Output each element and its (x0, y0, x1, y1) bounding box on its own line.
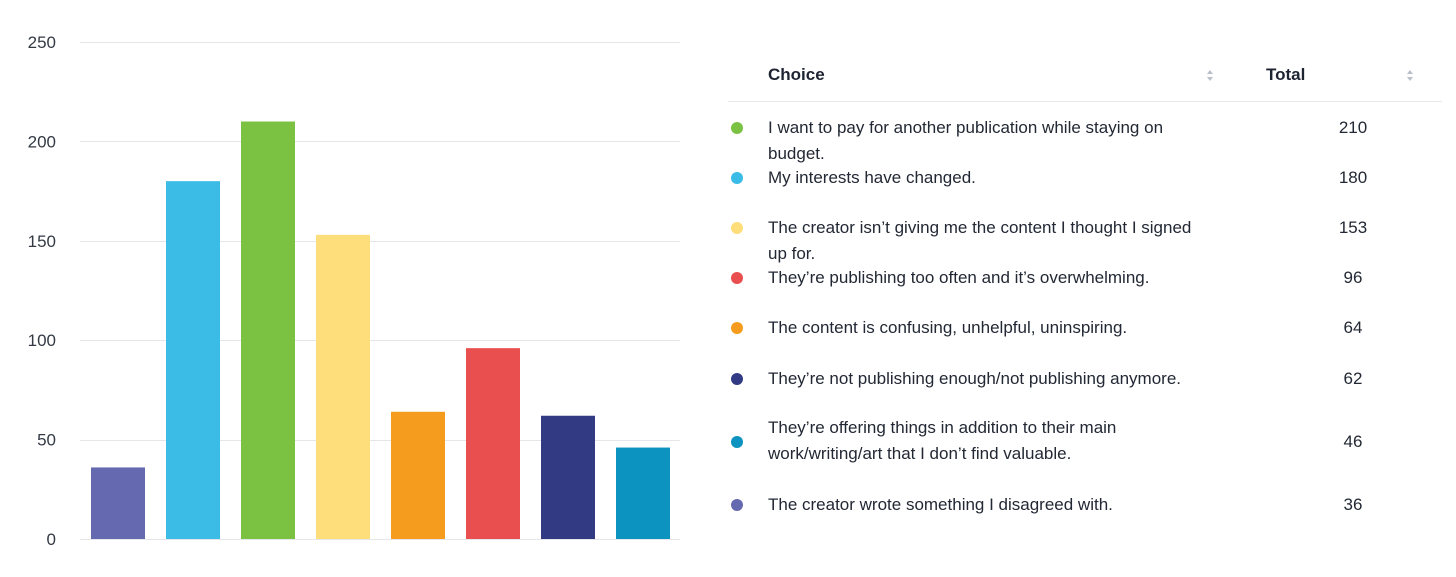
choice-text: My interests have changed. (768, 168, 976, 187)
table-row: The creator wrote something I disagreed … (728, 479, 1442, 529)
legend-dot (731, 373, 743, 385)
table-body: I want to pay for another publication wh… (728, 102, 1442, 529)
total-value: 153 (1338, 218, 1368, 237)
results-table: Choice Total I want to pay for another p… (728, 50, 1442, 529)
table-row: I want to pay for another publication wh… (728, 102, 1442, 163)
bar[interactable] (241, 121, 295, 540)
choice-text: They’re publishing too often and it’s ov… (768, 268, 1150, 287)
bar[interactable] (91, 467, 145, 539)
y-tick-label: 0 (47, 530, 56, 549)
total-value: 46 (1343, 432, 1363, 451)
bar[interactable] (466, 348, 520, 539)
legend-dot (731, 272, 743, 284)
bar[interactable] (316, 234, 370, 539)
bars (91, 121, 670, 540)
table-row: The content is confusing, unhelpful, uni… (728, 302, 1442, 352)
bar[interactable] (616, 447, 670, 539)
choice-text: The content is confusing, unhelpful, uni… (768, 318, 1128, 337)
legend-dot (731, 122, 743, 134)
y-tick-label: 250 (28, 33, 56, 52)
choice-text: The creator wrote something I disagreed … (768, 495, 1113, 514)
legend-dot (731, 322, 743, 334)
y-tick-label: 200 (28, 132, 56, 151)
bar-chart: 0 50 100 150 200 250 (28, 33, 680, 549)
legend-dot (731, 499, 743, 511)
sort-icon[interactable] (1407, 68, 1415, 84)
y-tick-label: 150 (28, 232, 56, 251)
choice-text: I want to pay for another publication wh… (768, 118, 1164, 163)
column-header-choice[interactable]: Choice (768, 65, 825, 84)
bar[interactable] (166, 181, 220, 539)
column-header-total[interactable]: Total (1266, 65, 1306, 84)
bar[interactable] (391, 411, 445, 539)
total-value: 96 (1343, 268, 1363, 287)
y-tick-label: 100 (28, 331, 56, 350)
table-row: They’re not publishing enough/not publis… (728, 352, 1442, 403)
choice-text: They’re not publishing enough/not publis… (768, 369, 1181, 388)
table-header: Choice Total (728, 50, 1442, 102)
legend-dot (731, 436, 743, 448)
legend-dot (731, 172, 743, 184)
y-axis-ticks: 0 50 100 150 200 250 (28, 33, 56, 549)
table-row: The creator isn’t giving me the content … (728, 202, 1442, 263)
total-value: 180 (1338, 168, 1368, 187)
choice-text: They’re offering things in addition to t… (768, 418, 1117, 463)
total-value: 210 (1338, 118, 1368, 137)
table-row: They’re publishing too often and it’s ov… (728, 252, 1442, 302)
total-value: 36 (1343, 495, 1363, 514)
choice-text: The creator isn’t giving me the content … (768, 218, 1192, 263)
total-value: 62 (1343, 369, 1363, 388)
table-row: My interests have changed. 180 (728, 152, 1442, 202)
sort-icon[interactable] (1207, 68, 1215, 84)
table-row: They’re offering things in addition to t… (728, 403, 1442, 479)
legend-dot (731, 222, 743, 234)
bar[interactable] (541, 415, 595, 539)
y-tick-label: 50 (37, 431, 56, 450)
total-value: 64 (1343, 318, 1363, 337)
